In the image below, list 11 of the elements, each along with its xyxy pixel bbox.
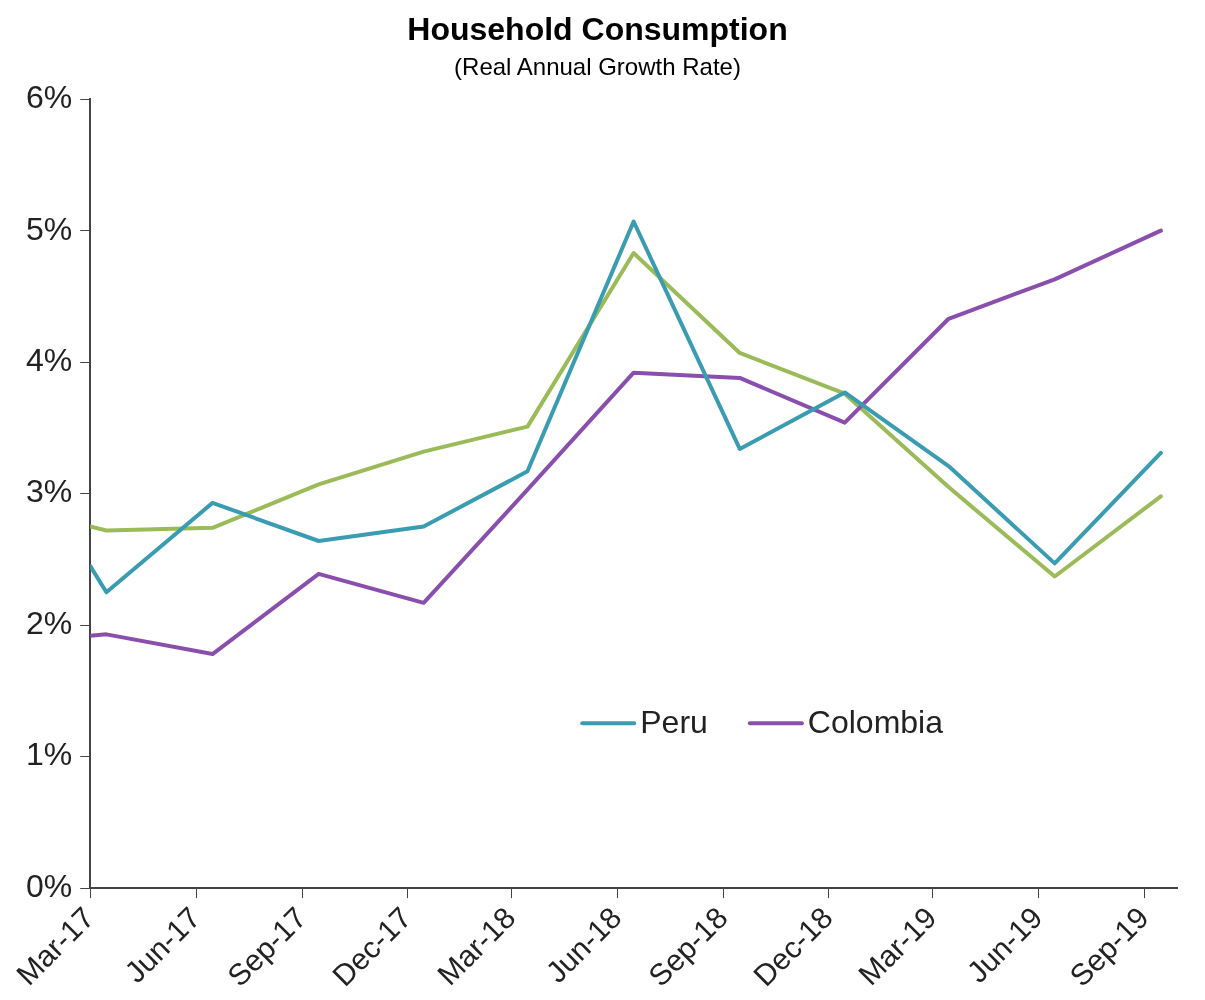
y-tick-label: 1% [26, 736, 73, 773]
y-tick-label: 4% [26, 342, 73, 379]
legend-label: Peru [640, 703, 708, 740]
y-tick-label: 5% [26, 210, 73, 247]
y-tick-label: 3% [26, 473, 73, 510]
chart-subtitle: (Real Annual Growth Rate) [454, 53, 741, 81]
y-tick-label: 0% [26, 867, 73, 904]
chart-title: Household Consumption [407, 11, 788, 48]
legend-label: Colombia [807, 703, 944, 740]
y-tick-label: 6% [26, 79, 73, 116]
y-tick-label: 2% [26, 604, 73, 641]
